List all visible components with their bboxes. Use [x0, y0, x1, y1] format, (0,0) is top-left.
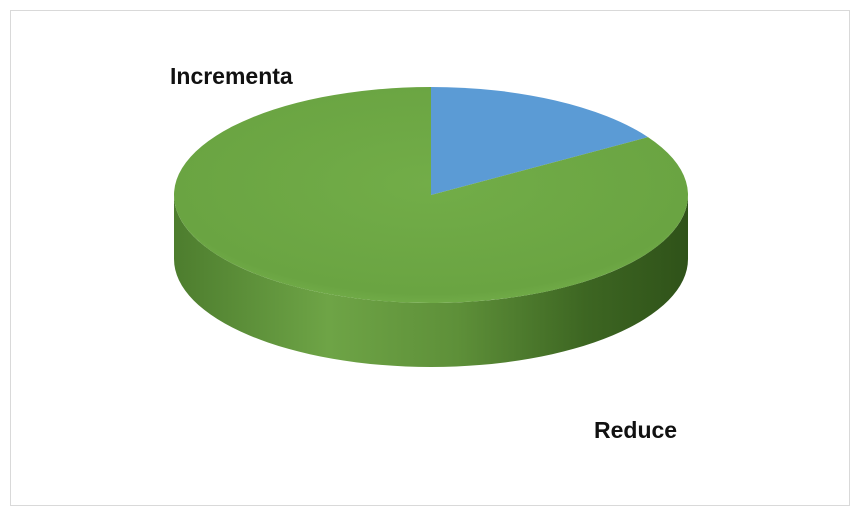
pie-side-reduce: [174, 195, 688, 367]
pie-side-wall: [174, 195, 688, 367]
pie-slice-reduce: [173, 87, 688, 303]
data-label-reduce: Reduce: [594, 417, 677, 443]
pie-slice-incrementa: [431, 87, 648, 195]
data-label-incrementa: Incrementa: [170, 63, 293, 89]
